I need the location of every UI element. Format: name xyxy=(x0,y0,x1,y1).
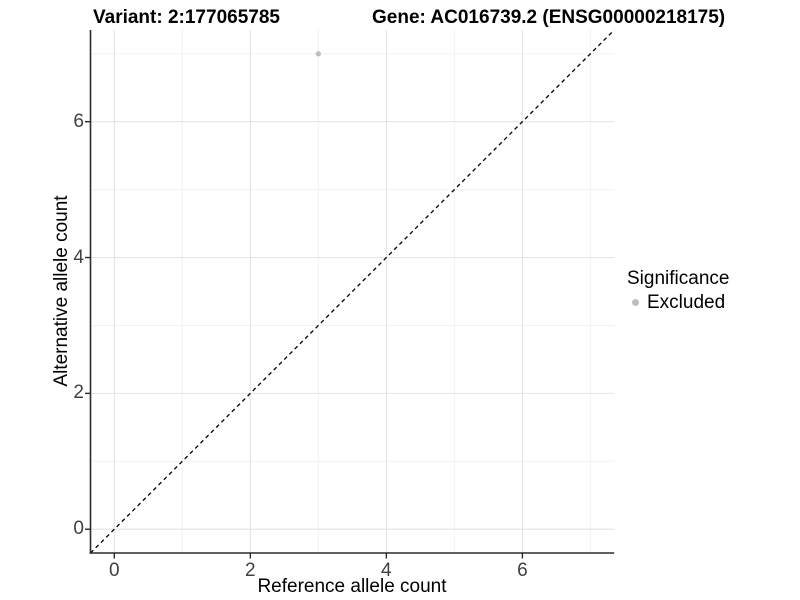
legend: Significance Excluded xyxy=(627,267,797,314)
x-tick-label: 4 xyxy=(381,560,392,581)
y-tick-label: 6 xyxy=(73,110,84,132)
y-axis-title: Alternative allele count xyxy=(51,195,72,387)
plot-title-variant: Variant: 2:177065785 xyxy=(93,7,280,28)
legend-item-excluded: Excluded xyxy=(627,291,797,314)
x-tick-label: 2 xyxy=(245,560,256,581)
y-tick-label: 4 xyxy=(73,246,84,268)
y-tick-label: 2 xyxy=(73,382,84,404)
identity-reference-line xyxy=(90,29,615,554)
data-point xyxy=(315,51,322,57)
legend-title: Significance xyxy=(627,268,730,289)
plot-title-gene: Gene: AC016739.2 (ENSG00000218175) xyxy=(372,7,726,28)
y-tick-label: 0 xyxy=(73,518,84,540)
x-tick-label: 6 xyxy=(517,560,528,581)
legend-key-dot-icon xyxy=(632,299,639,306)
legend-item-label: Excluded xyxy=(647,292,726,313)
x-axis-title: Reference allele count xyxy=(257,576,447,597)
x-tick-label: 0 xyxy=(109,560,120,581)
